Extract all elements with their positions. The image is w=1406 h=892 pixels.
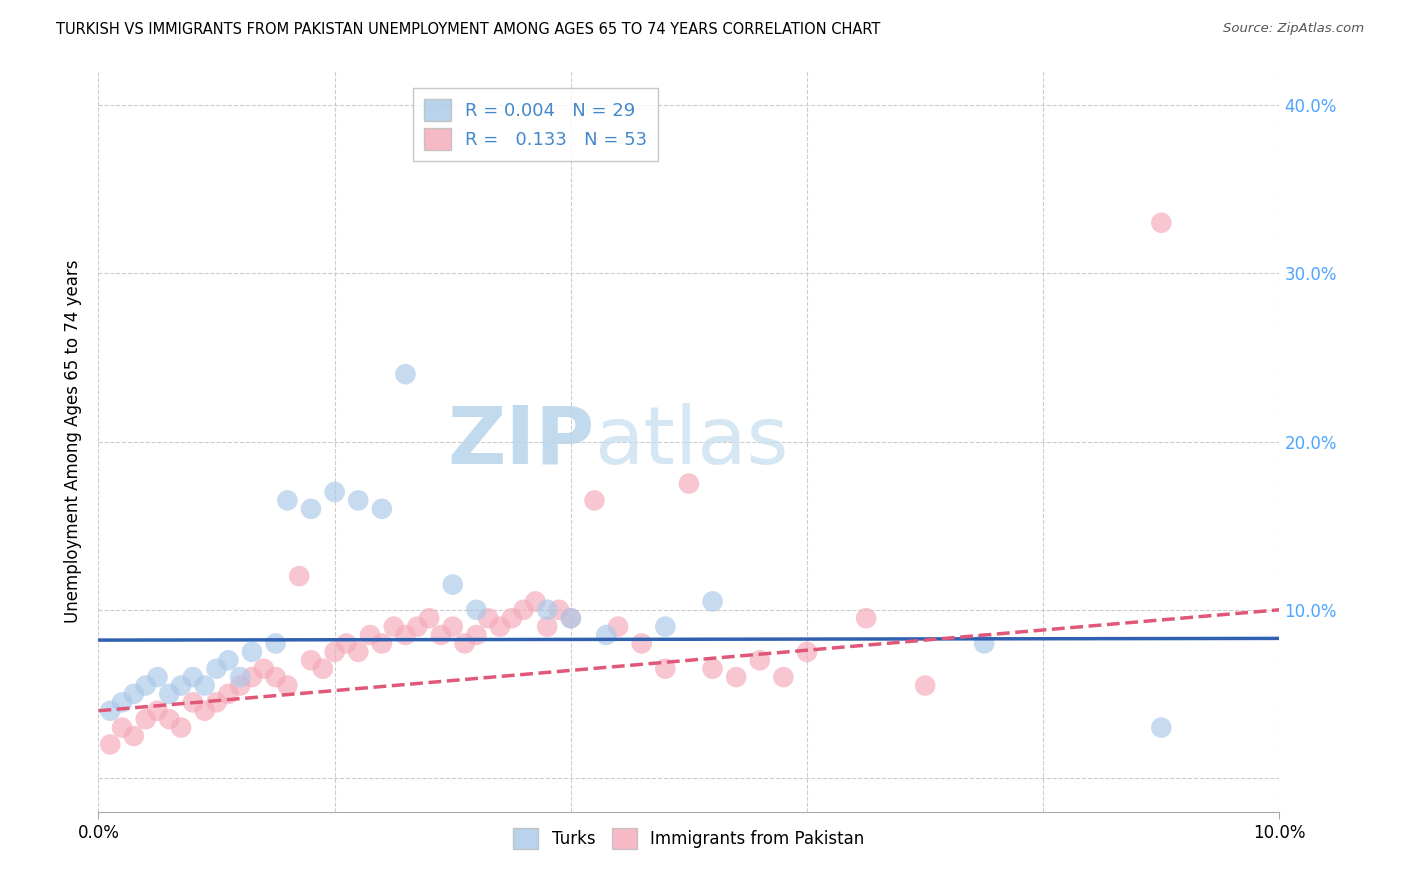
Point xyxy=(702,594,724,608)
Point xyxy=(312,662,335,676)
Point xyxy=(382,619,405,633)
Point xyxy=(406,619,429,633)
Point xyxy=(914,679,936,693)
Point xyxy=(135,712,157,726)
Point xyxy=(122,687,145,701)
Point xyxy=(654,662,676,676)
Legend: Turks, Immigrants from Pakistan: Turks, Immigrants from Pakistan xyxy=(506,822,872,855)
Point xyxy=(489,619,512,633)
Point xyxy=(111,721,134,735)
Point xyxy=(157,712,180,726)
Point xyxy=(194,679,217,693)
Point xyxy=(678,476,700,491)
Point xyxy=(1150,721,1173,735)
Point xyxy=(170,679,193,693)
Point xyxy=(240,645,263,659)
Point xyxy=(335,636,357,650)
Point xyxy=(181,695,204,709)
Point xyxy=(371,501,394,516)
Point xyxy=(371,636,394,650)
Point xyxy=(748,653,770,667)
Point xyxy=(1150,216,1173,230)
Point xyxy=(181,670,204,684)
Point xyxy=(630,636,652,650)
Point xyxy=(702,662,724,676)
Point xyxy=(146,704,169,718)
Point xyxy=(583,493,606,508)
Point xyxy=(347,493,370,508)
Point xyxy=(654,619,676,633)
Point xyxy=(441,577,464,591)
Point xyxy=(205,662,228,676)
Point xyxy=(855,611,877,625)
Point xyxy=(465,628,488,642)
Point xyxy=(194,704,217,718)
Point xyxy=(501,611,523,625)
Point xyxy=(122,729,145,743)
Point xyxy=(217,653,239,667)
Point xyxy=(323,645,346,659)
Point xyxy=(418,611,440,625)
Point xyxy=(973,636,995,650)
Point xyxy=(264,636,287,650)
Point xyxy=(536,619,558,633)
Point xyxy=(477,611,499,625)
Point xyxy=(536,603,558,617)
Point xyxy=(264,670,287,684)
Point xyxy=(217,687,239,701)
Point xyxy=(288,569,311,583)
Text: Source: ZipAtlas.com: Source: ZipAtlas.com xyxy=(1223,22,1364,36)
Point xyxy=(465,603,488,617)
Point xyxy=(157,687,180,701)
Point xyxy=(430,628,453,642)
Point xyxy=(394,628,416,642)
Point xyxy=(98,738,121,752)
Y-axis label: Unemployment Among Ages 65 to 74 years: Unemployment Among Ages 65 to 74 years xyxy=(65,260,83,624)
Point xyxy=(323,485,346,500)
Point xyxy=(453,636,475,650)
Point xyxy=(98,704,121,718)
Point xyxy=(548,603,571,617)
Point xyxy=(359,628,381,642)
Point xyxy=(347,645,370,659)
Point xyxy=(512,603,534,617)
Point xyxy=(229,670,252,684)
Point xyxy=(607,619,630,633)
Point xyxy=(205,695,228,709)
Point xyxy=(253,662,276,676)
Point xyxy=(394,368,416,382)
Point xyxy=(276,679,298,693)
Point xyxy=(595,628,617,642)
Point xyxy=(111,695,134,709)
Point xyxy=(796,645,818,659)
Point xyxy=(560,611,582,625)
Point xyxy=(276,493,298,508)
Text: atlas: atlas xyxy=(595,402,789,481)
Text: ZIP: ZIP xyxy=(447,402,595,481)
Text: TURKISH VS IMMIGRANTS FROM PAKISTAN UNEMPLOYMENT AMONG AGES 65 TO 74 YEARS CORRE: TURKISH VS IMMIGRANTS FROM PAKISTAN UNEM… xyxy=(56,22,880,37)
Point xyxy=(299,501,322,516)
Point xyxy=(146,670,169,684)
Point xyxy=(135,679,157,693)
Point xyxy=(772,670,794,684)
Point xyxy=(560,611,582,625)
Point xyxy=(240,670,263,684)
Point xyxy=(441,619,464,633)
Point xyxy=(229,679,252,693)
Point xyxy=(725,670,748,684)
Point xyxy=(299,653,322,667)
Point xyxy=(170,721,193,735)
Point xyxy=(524,594,547,608)
